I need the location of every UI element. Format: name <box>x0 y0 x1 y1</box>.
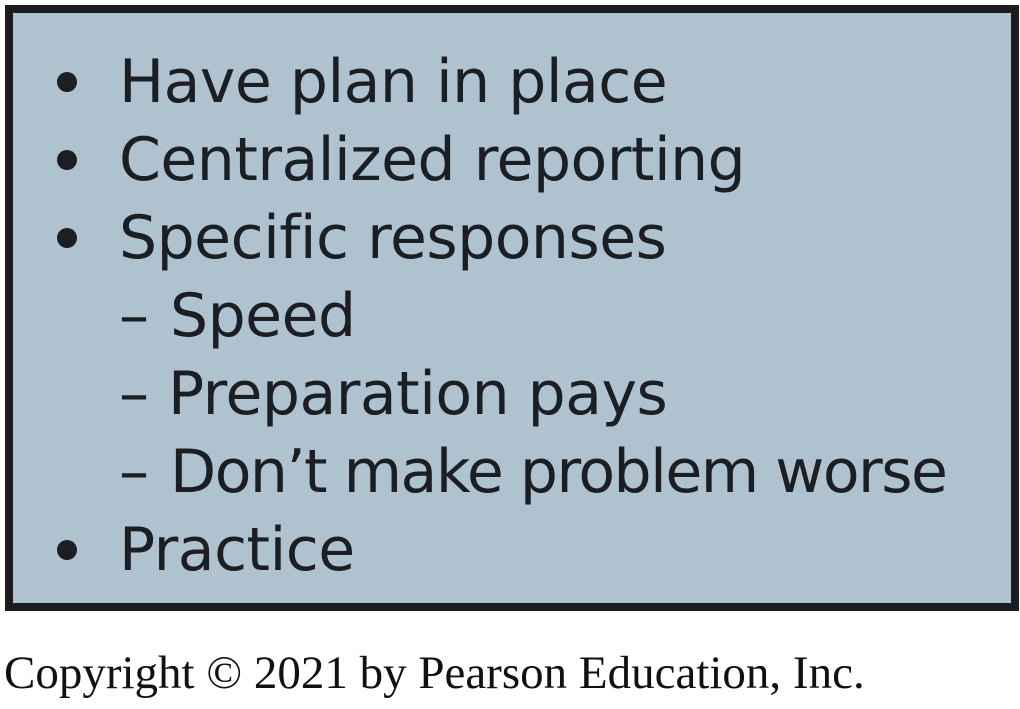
bullet-item-text: Practice <box>119 515 355 585</box>
content-panel: Have plan in place Centralized reporting… <box>5 5 1019 611</box>
bullet-item-text: Specific responses <box>119 203 667 273</box>
copyright-notice: Copyright © 2021 by Pearson Education, I… <box>4 647 865 699</box>
sub-item-text: Preparation pays <box>168 359 668 429</box>
sub-item-text: Don’t make problem worse <box>170 437 948 507</box>
dash-marker: – <box>119 281 149 351</box>
bullet-item-text: Centralized reporting <box>119 125 746 195</box>
sub-item-text: Speed <box>170 281 356 351</box>
bullet-item-text: Have plan in place <box>119 47 668 117</box>
bullet-icon <box>57 72 77 92</box>
dash-marker: – <box>119 359 149 429</box>
bullet-icon <box>57 150 77 170</box>
dash-marker: – <box>119 437 149 507</box>
bullet-icon <box>57 228 77 248</box>
bullet-icon <box>57 540 77 560</box>
